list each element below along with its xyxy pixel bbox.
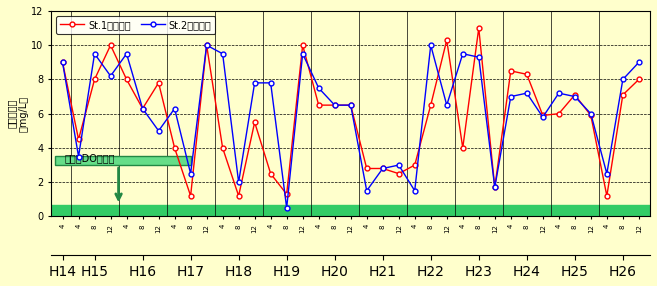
St.1（底層） [139,107,147,110]
St.1（底層） [603,194,611,198]
St.1（底層） [427,104,435,107]
St.1（底層） [443,38,451,42]
Line: St.2（底層）: St.2（底層） [60,43,641,210]
St.1（底層） [123,78,131,81]
St.2（底層） [475,55,483,59]
Bar [51,205,650,217]
St.2（底層） [347,104,355,107]
St.1（底層） [106,43,114,47]
St.2（底層） [571,95,579,98]
St.1（底層） [187,194,194,198]
St.2（底層） [58,61,66,64]
St.2（底層） [154,129,162,132]
St.2（底層） [315,86,323,90]
St.2（底層） [202,43,210,47]
St.1（底層） [635,78,643,81]
St.1（底層） [299,43,307,47]
St.2（底層） [523,92,531,95]
St.1（底層） [363,167,371,170]
St.1（底層） [330,104,338,107]
Line: St.1（底層）: St.1（底層） [60,26,641,198]
St.1（底層） [315,104,323,107]
Y-axis label: 溶存酸素量
（mg/L）: 溶存酸素量 （mg/L） [7,96,28,132]
St.1（底層） [491,186,499,189]
St.2（底層） [171,107,179,110]
FancyBboxPatch shape [55,156,191,165]
St.2（底層） [507,95,514,98]
St.2（底層） [91,52,99,55]
St.1（底層） [619,93,627,97]
St.1（底層） [539,114,547,117]
St.2（底層） [379,167,387,170]
St.2（底層） [411,189,419,192]
St.1（底層） [75,138,83,141]
St.2（底層） [330,104,338,107]
St.1（底層） [251,120,259,124]
St.2（底層） [219,52,227,55]
St.1（底層） [91,78,99,81]
St.2（底層） [283,206,290,210]
St.2（底層） [251,81,259,85]
St.2（底層） [363,189,371,192]
St.2（底層） [106,74,114,78]
St.2（底層） [539,116,547,119]
St.1（底層） [202,43,210,47]
St.2（底層） [427,43,435,47]
St.2（底層） [443,104,451,107]
St.2（底層） [235,180,242,184]
St.1（底層） [587,114,595,117]
St.1（底層） [475,26,483,30]
St.1（底層） [219,146,227,150]
St.1（底層） [58,61,66,64]
St.2（底層） [555,92,563,95]
St.2（底層） [299,52,307,55]
St.1（底層） [507,69,514,73]
St.2（底層） [491,186,499,189]
St.1（底層） [154,81,162,85]
St.1（底層） [555,112,563,116]
St.1（底層） [171,146,179,150]
St.1（底層） [395,172,403,175]
Legend: St.1（底層）, St.2（底層）: St.1（底層）, St.2（底層） [57,16,215,33]
St.1（底層） [379,167,387,170]
St.2（底層） [395,163,403,167]
St.1（底層） [283,192,290,196]
St.1（底層） [235,194,242,198]
St.1（底層） [459,146,466,150]
St.2（底層） [123,52,131,55]
St.1（底層） [347,104,355,107]
St.2（底層） [603,172,611,175]
St.2（底層） [459,52,466,55]
St.2（底層） [187,172,194,175]
Text: 夏季のDOの低下: 夏季のDOの低下 [64,154,114,164]
St.2（底層） [267,81,275,85]
St.1（底層） [523,73,531,76]
St.2（底層） [139,107,147,110]
St.1（底層） [411,163,419,167]
St.1（底層） [571,93,579,97]
St.2（底層） [587,112,595,116]
St.2（底層） [619,78,627,81]
St.2（底層） [635,61,643,64]
St.2（底層） [75,155,83,158]
St.1（底層） [267,172,275,175]
